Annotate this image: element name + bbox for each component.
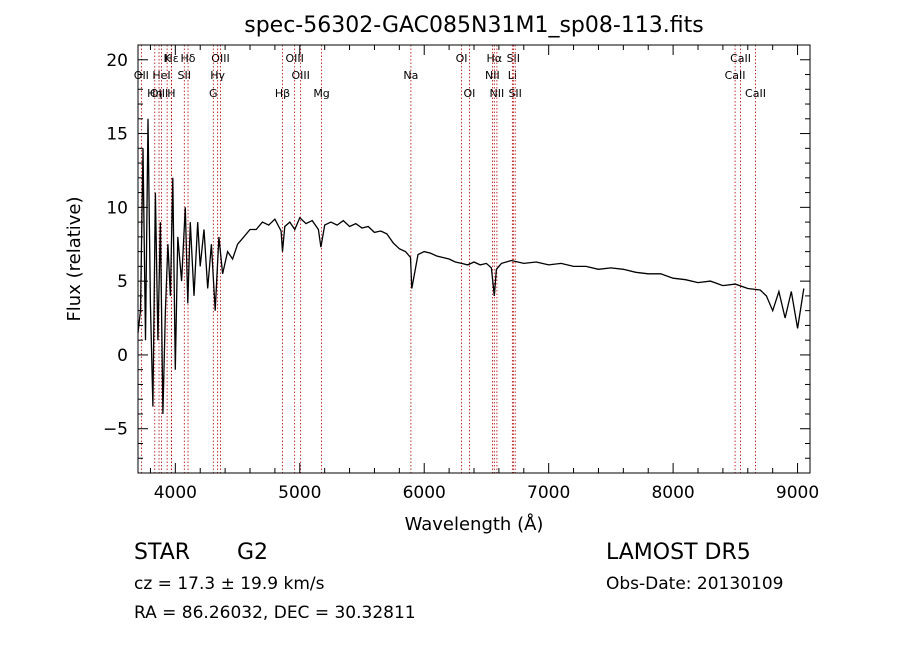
x-tick-label: 7000 [527, 483, 570, 503]
x-axis: 4000 5000 6000 7000 8000 9000 [149, 45, 819, 503]
line-marker-label: OII [134, 69, 149, 82]
line-marker-label: K [164, 52, 172, 65]
line-marker-label: OIII [285, 52, 303, 65]
coordinates: RA = 86.26032, DEC = 30.32811 [134, 603, 416, 623]
line-marker-label: Li [508, 69, 517, 82]
line-marker-label: Hβ [275, 87, 290, 100]
x-axis-label: Wavelength (Å) [405, 513, 544, 535]
line-marker-label: OIII [150, 87, 168, 100]
line-marker-label: NII [485, 69, 500, 82]
line-marker-label: Hγ [210, 69, 225, 82]
line-marker-label: H [167, 87, 175, 100]
line-marker-label: SII [178, 69, 191, 82]
x-tick-label: 4000 [154, 483, 197, 503]
x-tick-label: 5000 [278, 483, 321, 503]
y-tick-label: 20 [106, 51, 128, 71]
y-tick-label: 0 [117, 346, 128, 366]
redshift: cz = 17.3 ± 19.9 km/s [134, 574, 325, 594]
line-marker-label: OIII [291, 69, 309, 82]
line-marker-label: OIII [211, 52, 229, 65]
line-marker-label: Hα [487, 52, 503, 65]
spectrum-line [137, 118, 805, 415]
line-marker-label: Hε [164, 52, 178, 65]
plot-frame [137, 44, 811, 474]
line-marker-label: CaII [745, 87, 766, 100]
line-marker-label: CaII [730, 52, 751, 65]
survey-name: LAMOST DR5 [606, 540, 751, 565]
line-marker-label: OI [456, 52, 468, 65]
line-marker-label: OI [463, 87, 475, 100]
line-marker-label: SII [507, 52, 520, 65]
line-marker-label: CaII [725, 69, 746, 82]
line-marker-label: Na [403, 69, 418, 82]
line-marker-label: Hδ [181, 52, 196, 65]
line-marker-label: SII [508, 87, 521, 100]
line-marker-label: HeI [152, 69, 170, 82]
x-tick-label: 8000 [651, 483, 694, 503]
y-tick-label: 5 [117, 272, 128, 292]
y-axis-label: Flux (relative) [64, 196, 85, 321]
x-tick-label: 6000 [403, 483, 446, 503]
y-tick-label: −5 [103, 420, 128, 440]
observation-date: Obs-Date: 20130109 [606, 574, 784, 594]
line-marker-label: NII [490, 87, 505, 100]
y-tick-label: 10 [106, 198, 128, 218]
chart-title: spec-56302-GAC085N31M1_sp08-113.fits [244, 13, 704, 38]
line-markers: HεK Hδ OIII OIII OI Hα SII CaII OII HeI SII Hγ OIII N… [134, 45, 766, 473]
subclass: G2 [237, 540, 269, 565]
y-axis: −5 0 5 10 15 20 [103, 44, 810, 459]
x-tick-label: 9000 [776, 483, 819, 503]
y-tick-label: 15 [106, 125, 128, 145]
line-marker-label: Mg [313, 87, 329, 100]
line-marker-label: G [209, 87, 218, 100]
line-marker-label: Hη [147, 87, 162, 100]
object-class: STAR [134, 540, 191, 565]
